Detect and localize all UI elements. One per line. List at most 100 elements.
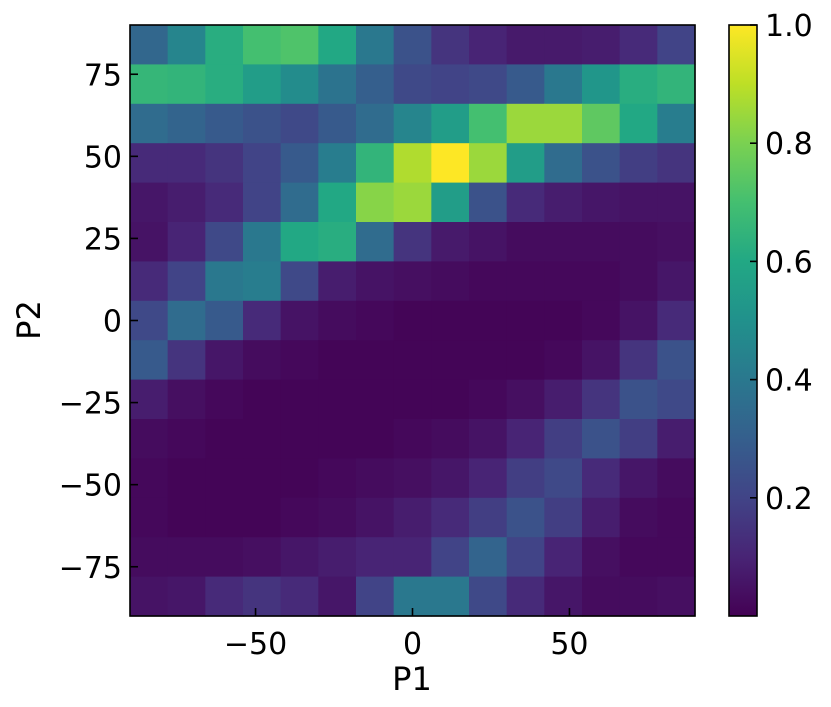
x-axis-label: P1 [392, 660, 432, 698]
heatmap-cell [506, 261, 545, 302]
heatmap-cell [318, 182, 357, 223]
y-tick-label: 50 [84, 140, 122, 175]
heatmap-cell [356, 64, 395, 105]
heatmap-cell [280, 419, 319, 459]
heatmap-cell [130, 103, 169, 144]
heatmap-cell [280, 64, 319, 105]
heatmap-cell [619, 182, 658, 223]
heatmap-cell [393, 458, 432, 499]
heatmap-cell [469, 25, 508, 65]
heatmap-cell [280, 340, 319, 381]
heatmap-cell [619, 103, 658, 144]
heatmap-cell [619, 64, 658, 105]
x-tick-label: −50 [224, 627, 287, 662]
y-tick-label: 25 [84, 222, 122, 257]
heatmap-cell [657, 458, 696, 499]
heatmap-cell [657, 222, 696, 262]
heatmap-cell [582, 261, 621, 302]
heatmap-cell [167, 103, 206, 144]
heatmap-cell [431, 222, 470, 262]
heatmap-cell [469, 103, 508, 144]
heatmap-cell [205, 340, 244, 381]
colorbar-tick-label: 0.8 [765, 127, 813, 162]
heatmap-cell [431, 419, 470, 459]
heatmap-cell [205, 576, 244, 617]
heatmap-cell [619, 300, 658, 341]
heatmap-cell [393, 25, 432, 65]
heatmap-cell [243, 182, 282, 223]
heatmap-cell [130, 419, 169, 459]
heatmap-cell [582, 222, 621, 262]
heatmap-cell [544, 537, 583, 578]
heatmap-cell [393, 419, 432, 459]
heatmap-cell [619, 222, 658, 262]
heatmap-cell [544, 143, 583, 184]
heatmap-cell [167, 261, 206, 302]
heatmap-cell [130, 222, 169, 262]
heatmap-cell [506, 576, 545, 617]
heatmap-cell [280, 182, 319, 223]
heatmap-cell [469, 143, 508, 184]
heatmap-cell [130, 537, 169, 578]
heatmap-cell [431, 458, 470, 499]
heatmap-cell [243, 340, 282, 381]
heatmap-cell [280, 497, 319, 538]
heatmap-cell [356, 300, 395, 341]
heatmap-cell [657, 300, 696, 341]
heatmap-cell [356, 576, 395, 617]
heatmap-cell [544, 576, 583, 617]
heatmap-cell [469, 419, 508, 459]
heatmap-cell [657, 25, 696, 65]
heatmap-cell [431, 537, 470, 578]
heatmap-cell [205, 103, 244, 144]
heatmap-cell [318, 537, 357, 578]
heatmap-cell [544, 103, 583, 144]
heatmap-cell [280, 300, 319, 341]
heatmap-cell [469, 300, 508, 341]
heatmap-cell [205, 64, 244, 105]
heatmap-cell [544, 497, 583, 538]
heatmap-cells [130, 25, 696, 617]
heatmap-cell [582, 576, 621, 617]
heatmap-cell [582, 379, 621, 420]
heatmap-cell [130, 143, 169, 184]
heatmap-cell [318, 25, 357, 65]
heatmap-cell [582, 143, 621, 184]
heatmap-cell [506, 419, 545, 459]
heatmap-cell [431, 576, 470, 617]
heatmap-cell [544, 222, 583, 262]
heatmap-cell [243, 497, 282, 538]
heatmap-cell [356, 497, 395, 538]
heatmap-cell [130, 340, 169, 381]
heatmap-cell [431, 103, 470, 144]
heatmap-cell [356, 379, 395, 420]
heatmap-cell [243, 261, 282, 302]
heatmap-cell [167, 25, 206, 65]
x-tick-label: 50 [550, 627, 588, 662]
heatmap-cell [657, 497, 696, 538]
heatmap-cell [130, 497, 169, 538]
colorbar-tick-label: 1.0 [765, 9, 813, 44]
heatmap-cell [582, 64, 621, 105]
heatmap-cell [167, 64, 206, 105]
heatmap-cell [393, 64, 432, 105]
heatmap-cell [167, 222, 206, 262]
heatmap-cell [544, 25, 583, 65]
heatmap-cell [280, 379, 319, 420]
heatmap-cell [506, 379, 545, 420]
heatmap-cell [469, 64, 508, 105]
heatmap-cell [431, 261, 470, 302]
heatmap-cell [393, 300, 432, 341]
heatmap-cell [130, 458, 169, 499]
heatmap-cell [506, 103, 545, 144]
heatmap-cell [619, 340, 658, 381]
heatmap-cell [167, 419, 206, 459]
heatmap-cell [506, 222, 545, 262]
heatmap-cell [582, 419, 621, 459]
heatmap-cell [657, 379, 696, 420]
y-tick-label: 0 [103, 305, 122, 340]
heatmap-cell [205, 222, 244, 262]
heatmap-cell [280, 261, 319, 302]
heatmap-cell [544, 261, 583, 302]
